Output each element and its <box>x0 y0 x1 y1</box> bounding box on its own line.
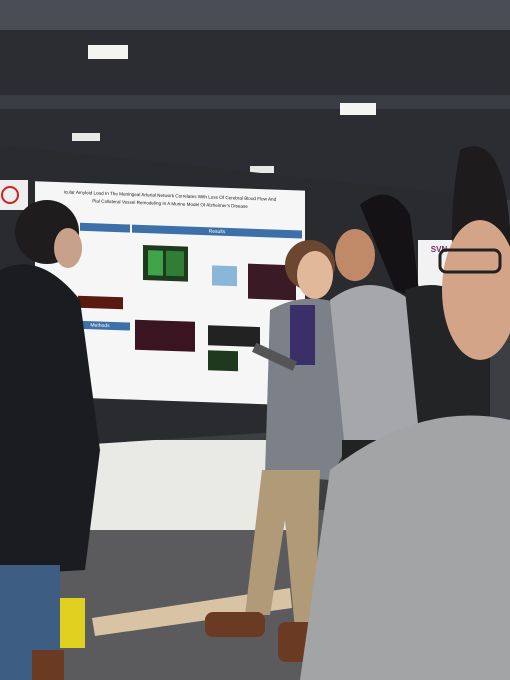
section-header <box>70 320 130 331</box>
section-title: Results <box>209 229 226 236</box>
figure <box>135 319 195 352</box>
figure <box>212 265 237 287</box>
section-header <box>132 224 302 239</box>
trousers <box>245 470 320 630</box>
poster-title: Pial Collateral Vessel Remodeling In A M… <box>92 198 248 208</box>
poster: icular Amyloid Load In The Meningeal Art… <box>35 181 305 406</box>
blazer <box>265 298 350 480</box>
figure <box>208 350 238 372</box>
figure <box>148 250 163 276</box>
coat <box>300 415 510 680</box>
poster-paper <box>35 181 305 406</box>
tablet <box>252 342 298 371</box>
ceiling-light <box>250 166 274 173</box>
section-title: Methods <box>90 322 110 329</box>
ceiling-light <box>88 45 128 59</box>
face <box>335 229 375 281</box>
figure <box>208 325 260 348</box>
shoe <box>205 612 265 637</box>
poster-tube <box>92 588 292 636</box>
ceiling-beam <box>0 0 510 30</box>
face <box>442 220 510 360</box>
sign <box>0 180 28 210</box>
section-header <box>80 222 130 233</box>
sign-text: SVN <box>431 245 448 254</box>
face <box>54 228 82 268</box>
ceiling-light <box>340 103 376 115</box>
hair <box>360 194 420 300</box>
ceiling-beam <box>0 95 510 109</box>
glasses <box>438 248 502 274</box>
figure <box>78 295 123 310</box>
face <box>297 251 333 299</box>
shoe <box>32 650 64 680</box>
ceiling-light <box>72 133 100 141</box>
jacket <box>0 264 100 575</box>
sweater <box>330 285 420 450</box>
figure <box>248 263 296 301</box>
figure <box>166 250 184 277</box>
sign-icon <box>1 186 19 204</box>
shirt <box>290 305 315 365</box>
